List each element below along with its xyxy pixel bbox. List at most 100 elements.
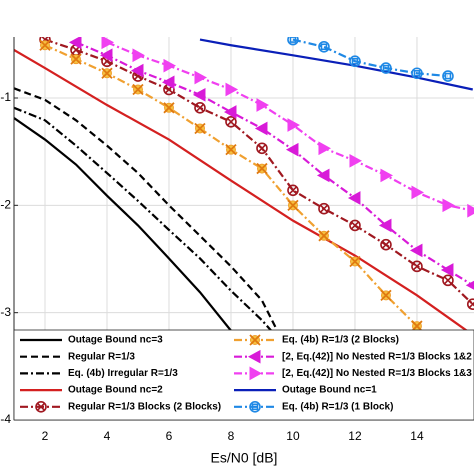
marker-shape	[287, 184, 299, 197]
marker-shape	[412, 262, 422, 271]
marker	[287, 199, 299, 211]
series-line	[199, 38, 473, 91]
legend-entry: Outage Bound nc=2	[20, 385, 163, 396]
marker	[35, 400, 47, 413]
marker	[349, 153, 363, 168]
marker-shape	[71, 45, 81, 55]
marker	[411, 320, 423, 332]
marker-shape	[443, 276, 453, 285]
marker-shape	[256, 142, 268, 155]
marker-shape	[349, 219, 361, 232]
y-tick-label: -4	[0, 412, 11, 426]
marker-shape	[101, 67, 113, 79]
marker-shape	[35, 400, 47, 413]
marker-shape	[225, 116, 237, 128]
marker	[285, 142, 299, 157]
marker-shape	[192, 87, 206, 102]
marker	[380, 289, 392, 301]
legend-entry: Regular R=1/3 Blocks (2 Blocks)	[20, 400, 221, 413]
marker-shape	[442, 70, 454, 82]
marker-shape	[257, 144, 267, 153]
y-tick-label: -3	[0, 305, 11, 319]
marker	[256, 98, 270, 112]
marker	[287, 184, 299, 197]
marker-shape	[411, 67, 423, 80]
legend-label: Eq. (4b) R=1/3 (1 Block)	[282, 401, 393, 412]
marker-shape	[318, 40, 330, 53]
marker	[194, 102, 206, 114]
legend-entry: Eq. (4b) R=1/3 (1 Block)	[234, 400, 393, 413]
marker	[465, 280, 474, 290]
marker-shape	[349, 55, 361, 68]
marker-shape	[225, 82, 239, 97]
marker	[318, 40, 330, 53]
marker-shape	[347, 191, 361, 205]
marker	[411, 67, 423, 80]
marker-shape	[249, 334, 261, 346]
marker	[256, 162, 268, 175]
marker-shape	[442, 198, 456, 213]
marker-shape	[285, 142, 299, 157]
marker-shape	[256, 162, 268, 175]
legend-label: Outage Bound nc=2	[68, 385, 163, 396]
marker-shape	[350, 221, 360, 230]
legend-label: Outage Bound nc=3	[68, 335, 163, 346]
legend-label: Outage Bound nc=1	[282, 385, 377, 396]
marker-shape	[351, 57, 359, 65]
marker	[70, 53, 82, 65]
marker-shape	[411, 185, 425, 200]
marker	[132, 48, 146, 63]
marker-shape	[39, 39, 51, 51]
marker	[223, 105, 237, 119]
marker	[466, 298, 474, 310]
x-tick-label: 2	[42, 429, 49, 443]
marker	[347, 191, 361, 205]
marker-shape	[349, 153, 363, 168]
legend-entry: Regular R=1/3	[20, 351, 135, 362]
marker-shape	[466, 298, 474, 310]
marker-shape	[411, 260, 423, 273]
marker	[380, 62, 392, 74]
marker	[101, 37, 115, 50]
legend: Outage Bound nc=3 Regular R=1/3 Eq. (4b) I…	[13, 329, 474, 421]
marker	[287, 37, 299, 46]
marker-shape	[320, 43, 328, 51]
marker-shape	[318, 230, 330, 242]
marker	[349, 255, 361, 268]
legend-entry: Eq. (4b) R=1/3 (2 Blocks)	[234, 334, 399, 346]
legend-label: Regular R=1/3 Blocks (2 Blocks)	[68, 401, 221, 412]
y-tick-label: -1	[0, 90, 11, 104]
x-tick-label: 10	[286, 429, 300, 443]
marker	[249, 366, 263, 381]
marker-shape	[411, 320, 423, 332]
marker-shape	[349, 255, 361, 268]
marker-shape	[247, 349, 261, 364]
marker	[287, 118, 301, 132]
marker	[225, 144, 237, 156]
marker	[318, 141, 332, 156]
marker-shape	[163, 102, 175, 114]
marker-shape	[254, 121, 268, 136]
marker	[225, 116, 237, 128]
marker	[254, 121, 268, 136]
marker-shape	[380, 62, 392, 74]
marker-shape	[382, 64, 390, 72]
marker-shape	[251, 403, 259, 411]
marker-shape	[409, 243, 423, 258]
marker	[249, 334, 261, 346]
legend-label: [2, Eq.(42)] No Nested R=1/3 Blocks 1&3	[282, 368, 472, 379]
marker-shape	[99, 48, 113, 63]
marker-shape	[467, 203, 474, 218]
marker-shape	[194, 70, 208, 85]
marker-shape	[249, 366, 263, 381]
marker	[318, 202, 330, 215]
marker	[225, 82, 239, 97]
marker-shape	[440, 263, 454, 277]
marker	[316, 168, 330, 183]
marker	[39, 39, 51, 51]
legend-box	[13, 329, 474, 421]
marker	[442, 70, 454, 82]
legend-entry: Outage Bound nc=3	[20, 335, 163, 346]
marker	[101, 67, 113, 79]
